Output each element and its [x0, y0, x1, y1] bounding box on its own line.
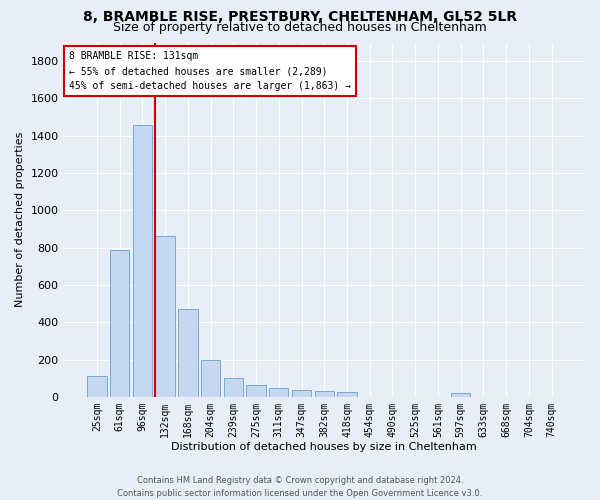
- Bar: [133, 124, 152, 397]
- Text: Size of property relative to detached houses in Cheltenham: Size of property relative to detached ho…: [113, 22, 487, 35]
- Bar: [314, 391, 334, 397]
- Text: Contains HM Land Registry data © Crown copyright and database right 2024.
Contai: Contains HM Land Registry data © Crown c…: [118, 476, 482, 498]
- Y-axis label: Number of detached properties: Number of detached properties: [15, 132, 25, 308]
- Bar: [247, 384, 266, 397]
- Text: 8, BRAMBLE RISE, PRESTBURY, CHELTENHAM, GL52 5LR: 8, BRAMBLE RISE, PRESTBURY, CHELTENHAM, …: [83, 10, 517, 24]
- Bar: [87, 376, 107, 397]
- Text: 8 BRAMBLE RISE: 131sqm
← 55% of detached houses are smaller (2,289)
45% of semi-: 8 BRAMBLE RISE: 131sqm ← 55% of detached…: [69, 52, 351, 91]
- Bar: [178, 309, 197, 397]
- Bar: [224, 378, 243, 397]
- Bar: [337, 392, 356, 397]
- Bar: [451, 393, 470, 397]
- Bar: [201, 360, 220, 397]
- X-axis label: Distribution of detached houses by size in Cheltenham: Distribution of detached houses by size …: [172, 442, 477, 452]
- Bar: [110, 250, 130, 397]
- Bar: [155, 236, 175, 397]
- Bar: [292, 390, 311, 397]
- Bar: [269, 388, 289, 397]
